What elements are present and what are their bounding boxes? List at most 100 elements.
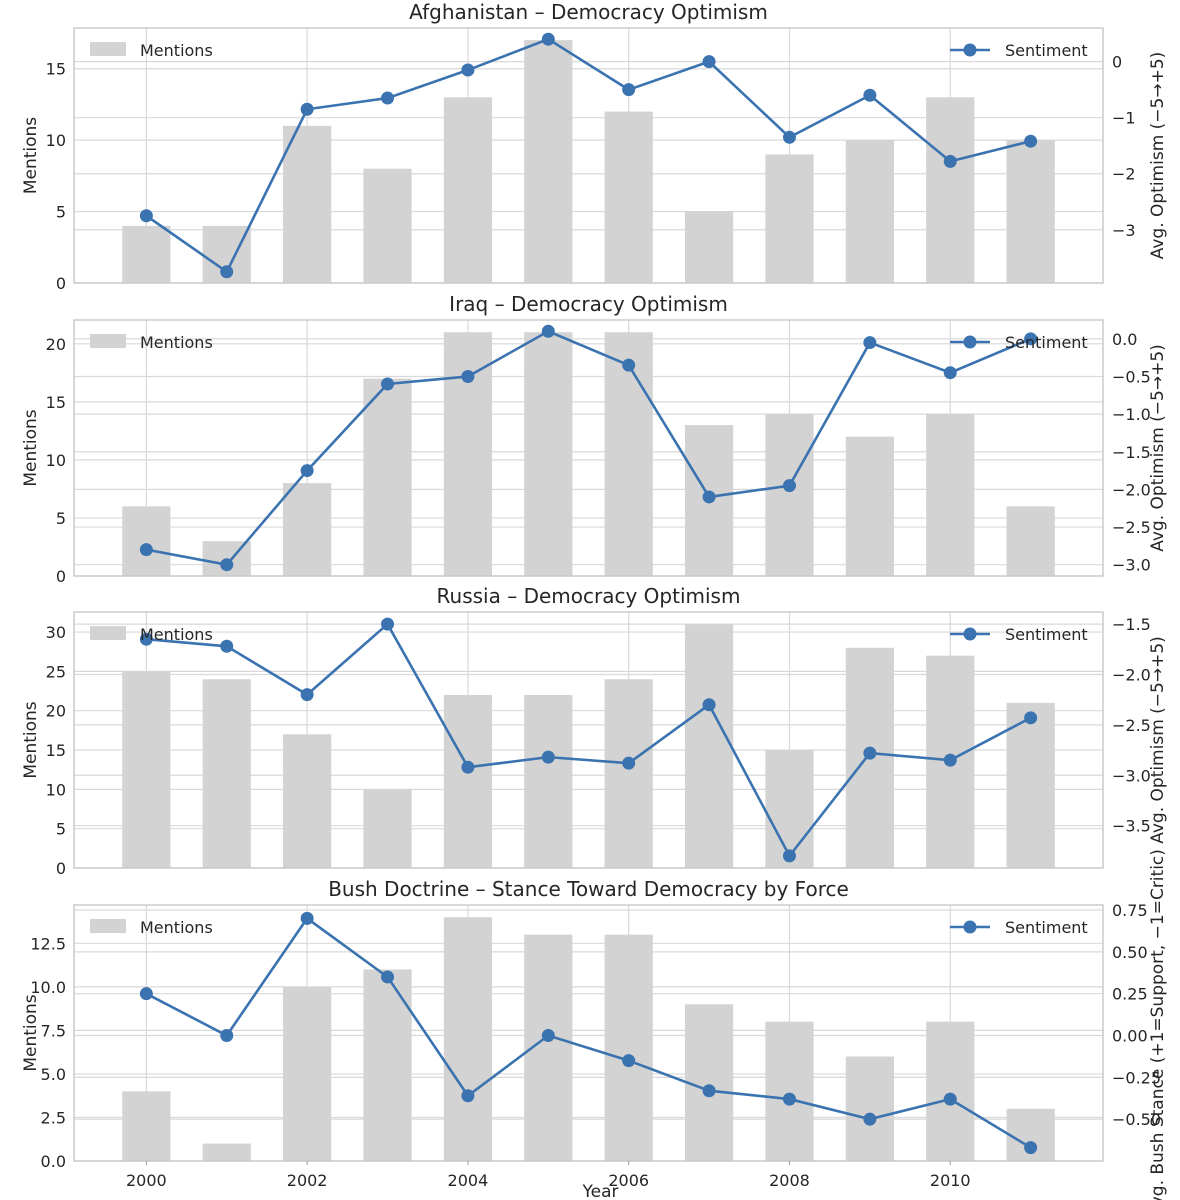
y2-tick-label: −2.0 — [1112, 480, 1151, 499]
y2-tick-label: −3.0 — [1112, 766, 1151, 785]
panel-title: Afghanistan – Democracy Optimism — [409, 0, 768, 24]
legend-sentiment-label: Sentiment — [1005, 625, 1088, 644]
mentions-bar-2010 — [926, 413, 975, 576]
y2-tick-label: 0.0 — [1112, 330, 1137, 349]
mentions-bar-2008 — [765, 154, 814, 283]
sentiment-point-2001 — [220, 558, 234, 572]
sentiment-point-2002 — [300, 688, 314, 702]
sentiment-point-2005 — [541, 32, 555, 46]
sentiment-point-2000 — [139, 987, 153, 1001]
chart-panel-4: 0.0 2.5 5.0 7.5 10.0 12.5 −0.50 −0.25 0.00 0.25 0.… — [21, 849, 1168, 1200]
legend-sentiment-marker — [963, 627, 977, 641]
y-tick-label: 30 — [46, 623, 66, 642]
sentiment-point-2003 — [381, 617, 395, 631]
legend-mentions-label: Mentions — [140, 918, 213, 937]
y-tick-label: 12.5 — [30, 934, 66, 953]
y2-tick-label: −1 — [1112, 109, 1136, 128]
y2-tick-label: −0.50 — [1112, 1110, 1161, 1129]
sentiment-point-2000 — [139, 632, 153, 646]
x-tick-label: 2006 — [608, 1171, 649, 1190]
chart-panel-1: 0 5 10 15 −3 −2 −1 0 Afghanistan – Democracy Opt… — [21, 0, 1168, 293]
mentions-bar-2005 — [524, 694, 573, 868]
mentions-bar-2008 — [765, 750, 814, 868]
mentions-bar-2006 — [604, 332, 653, 576]
legend-mentions-swatch — [90, 626, 126, 640]
mentions-bar-2003 — [363, 969, 412, 1161]
y-axis-label: Mentions — [21, 994, 41, 1071]
x-tick-label: 2004 — [448, 1171, 489, 1190]
legend-sentiment-label: Sentiment — [1005, 41, 1088, 60]
mentions-bar-2010 — [926, 1021, 975, 1161]
sentiment-point-2007 — [702, 1084, 716, 1098]
mentions-bar-2004 — [443, 917, 493, 1161]
x-tick-label: 2002 — [287, 1171, 328, 1190]
legend-sentiment-marker — [963, 43, 977, 57]
y-tick-label: 10 — [46, 780, 66, 799]
y2-tick-label: −2.5 — [1112, 716, 1151, 735]
legend-sentiment-marker — [963, 920, 977, 934]
mentions-bar-2000 — [122, 225, 171, 283]
mentions-bar-2002 — [283, 483, 332, 576]
sentiment-point-2004 — [461, 63, 475, 77]
sentiment-point-2002 — [300, 464, 314, 478]
sentiment-point-2011 — [1024, 711, 1038, 725]
mentions-bar-2009 — [845, 436, 894, 576]
y2-tick-label: −2.5 — [1112, 518, 1151, 537]
mentions-bar-2007 — [684, 211, 734, 283]
y2-tick-label: −3.5 — [1112, 817, 1151, 836]
sentiment-point-2008 — [782, 479, 796, 493]
legend-mentions-label: Mentions — [140, 625, 213, 644]
mentions-bar-2004 — [443, 97, 493, 284]
sentiment-point-2005 — [541, 324, 555, 338]
x-axis-label: Year — [582, 1182, 619, 1200]
mentions-bar-2005 — [524, 40, 573, 284]
sentiment-point-2011 — [1024, 332, 1038, 346]
sentiment-point-2005 — [541, 1029, 555, 1043]
y-tick-label: 15 — [46, 60, 66, 79]
legend-sentiment-label: Sentiment — [1005, 918, 1088, 937]
mentions-bar-2006 — [604, 934, 653, 1161]
sentiment-point-2009 — [863, 746, 877, 760]
sentiment-point-2010 — [943, 366, 957, 380]
y-axis-label: Mentions — [21, 117, 41, 194]
y2-tick-label: −3 — [1112, 221, 1136, 240]
mentions-bar-2000 — [122, 671, 171, 868]
sentiment-point-2006 — [622, 756, 636, 770]
y-tick-label: 5.0 — [41, 1065, 66, 1084]
y2-tick-label: −1.5 — [1112, 443, 1151, 462]
y-tick-label: 10 — [46, 131, 66, 150]
mentions-bar-2008 — [765, 1021, 814, 1161]
y2-axis-label: Avg. Optimism (−5→+5) — [1148, 636, 1168, 844]
mentions-bar-2002 — [283, 734, 332, 868]
y2-tick-label: −2 — [1112, 165, 1136, 184]
y2-tick-label: −1.0 — [1112, 405, 1151, 424]
y-axis-label: Mentions — [21, 409, 41, 486]
mentions-bar-2011 — [1006, 506, 1055, 576]
mentions-bar-2011 — [1006, 702, 1055, 868]
sentiment-point-2002 — [300, 911, 314, 925]
sentiment-point-2008 — [782, 849, 796, 863]
sentiment-point-2000 — [139, 209, 153, 223]
plot-frame — [73, 319, 1104, 577]
sentiment-point-2005 — [541, 750, 555, 764]
sentiment-point-2009 — [863, 1112, 877, 1126]
y2-tick-label: −0.5 — [1112, 367, 1151, 386]
x-tick-label: 2008 — [769, 1171, 810, 1190]
sentiment-point-2009 — [863, 336, 877, 350]
mentions-bar-2006 — [604, 111, 653, 283]
mentions-bar-2004 — [443, 332, 493, 576]
mentions-bar-2009 — [845, 140, 894, 283]
sentiment-point-2002 — [300, 102, 314, 116]
y-tick-label: 10.0 — [30, 978, 66, 997]
sentiment-line — [146, 329, 1032, 567]
mentions-bar-2011 — [1006, 140, 1055, 283]
plot-frame — [73, 27, 1104, 284]
mentions-bar-2003 — [363, 378, 412, 576]
y-tick-label: 5 — [56, 203, 66, 222]
sentiment-line — [145, 916, 1032, 1149]
y-axis-label: Mentions — [21, 701, 41, 778]
y-tick-label: 25 — [46, 662, 66, 681]
y2-tick-label: −3.0 — [1112, 556, 1151, 575]
y2-tick-label: 0.75 — [1112, 901, 1148, 920]
y-tick-label: 20 — [46, 702, 66, 721]
